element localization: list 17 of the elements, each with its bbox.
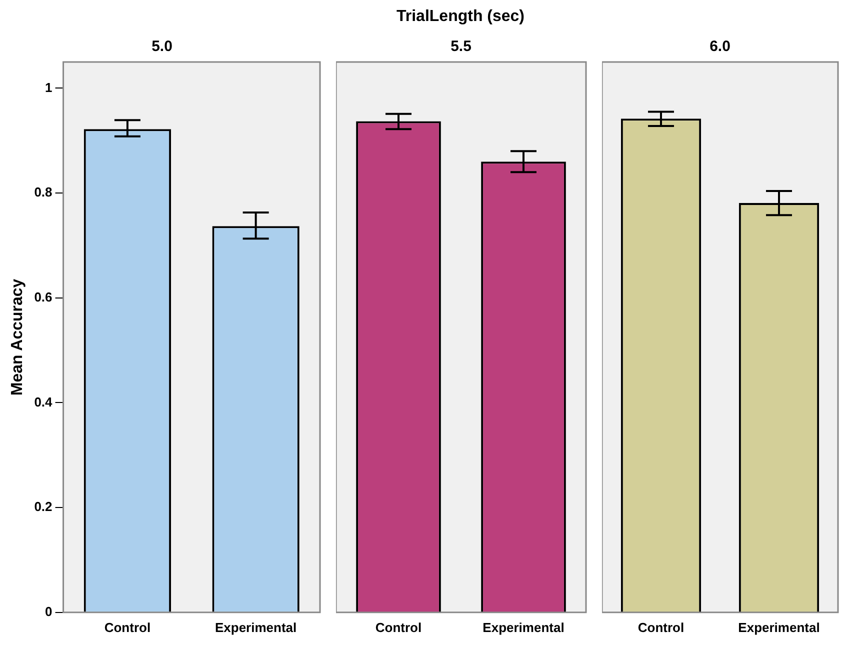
x-tick-label: Experimental bbox=[214, 620, 297, 635]
y-tick-label: 1 bbox=[45, 80, 52, 95]
y-tick-label: 0.2 bbox=[34, 499, 52, 514]
x-tick-label: Experimental bbox=[482, 620, 564, 635]
chart-title: 6.0 bbox=[710, 38, 730, 56]
y-tick-label: 0.4 bbox=[34, 394, 54, 410]
y-axis-title: Mean Accuracy bbox=[9, 278, 26, 396]
x-tick-label: Control bbox=[104, 620, 151, 635]
x-tick-label: Control bbox=[375, 620, 422, 635]
x-tick-label: Experimental bbox=[738, 620, 820, 635]
y-tick-label: 0 bbox=[45, 604, 52, 619]
chart-title: 5.5 bbox=[450, 38, 472, 56]
y-tick-label: 0.8 bbox=[34, 184, 52, 200]
chart-title: 5.0 bbox=[152, 38, 172, 56]
text: TrialLength (sec) bbox=[395, 8, 526, 26]
x-tick-label: Control bbox=[638, 620, 684, 635]
y-tick-label: 0.6 bbox=[34, 289, 52, 304]
